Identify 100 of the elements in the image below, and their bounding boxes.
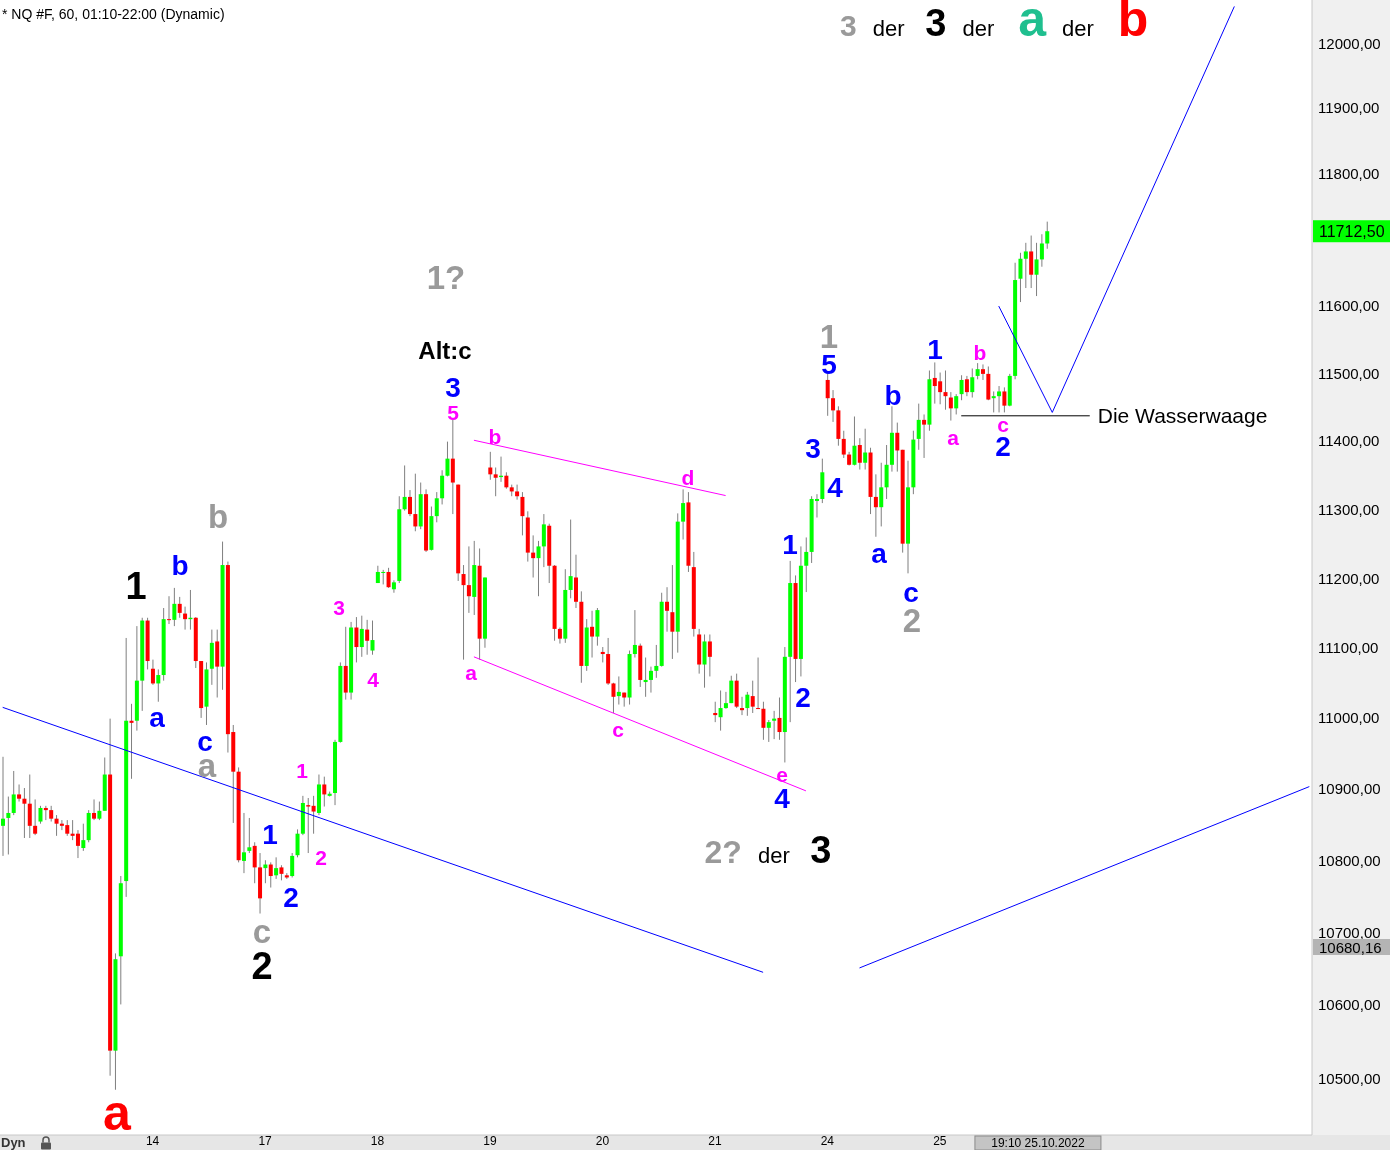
candlestick xyxy=(311,795,316,835)
candlestick xyxy=(515,484,520,501)
candlestick xyxy=(756,657,761,710)
annotation: 2 xyxy=(283,881,299,913)
candlestick xyxy=(970,367,975,399)
candlestick xyxy=(247,817,252,854)
candlestick xyxy=(713,701,718,723)
x-tick-label: 18 xyxy=(370,1133,385,1148)
candlestick xyxy=(948,391,953,422)
candlestick xyxy=(745,691,750,717)
candlestick xyxy=(740,696,744,716)
candlestick xyxy=(322,776,327,808)
candlestick xyxy=(777,697,782,741)
candlestick xyxy=(445,441,450,477)
annotation: 1 xyxy=(927,333,943,365)
candlestick xyxy=(750,680,755,714)
candlestick xyxy=(92,798,97,821)
candlestick xyxy=(648,666,653,694)
candlestick xyxy=(97,801,102,821)
candlestick xyxy=(33,798,38,836)
y-tick-label: 11300,00 xyxy=(1318,500,1380,518)
annotation: b xyxy=(207,497,229,535)
candlestick xyxy=(1,756,5,857)
candlestick xyxy=(440,469,445,505)
candlestick xyxy=(1029,235,1034,289)
candlestick xyxy=(407,489,412,517)
candlestick xyxy=(766,719,771,743)
candlestick xyxy=(359,615,364,658)
candlestick xyxy=(354,616,359,663)
annotation: b xyxy=(884,379,902,411)
candlestick xyxy=(386,567,391,589)
candlestick xyxy=(365,619,370,656)
candlestick xyxy=(702,633,707,689)
candlestick xyxy=(841,430,846,459)
candlestick xyxy=(450,419,455,515)
candlestick xyxy=(167,595,172,625)
candlestick xyxy=(991,390,996,413)
candlestick xyxy=(959,374,964,401)
candlestick xyxy=(1034,242,1039,297)
annotation: 2 xyxy=(795,681,811,713)
candlestick xyxy=(922,413,927,459)
candlestick xyxy=(306,797,311,854)
y-tick-label: 11800,00 xyxy=(1318,164,1380,182)
y-tick-label: 11900,00 xyxy=(1318,99,1380,117)
candlestick xyxy=(172,587,177,627)
annotation: 1? xyxy=(426,258,466,296)
candlestick xyxy=(54,814,59,837)
y-tick-label: 10500,00 xyxy=(1318,1069,1381,1087)
annotation: a xyxy=(149,701,166,733)
candlestick xyxy=(434,491,439,523)
annotation: 3 xyxy=(445,371,461,403)
candlestick xyxy=(884,444,889,500)
candlestick xyxy=(611,682,616,714)
text: 11712,50 xyxy=(1319,222,1385,240)
candlestick xyxy=(873,473,878,538)
annotation: d xyxy=(681,465,695,489)
annotation: a xyxy=(465,660,478,684)
candlestick xyxy=(895,422,900,473)
x-tick-label: 24 xyxy=(820,1133,835,1148)
annotation: 1 xyxy=(262,818,278,850)
candlestick xyxy=(1002,386,1007,413)
candlestick xyxy=(370,620,375,656)
candlestick xyxy=(81,823,86,852)
candlestick xyxy=(290,852,295,878)
candlestick xyxy=(413,473,418,532)
candlestick xyxy=(997,385,1002,413)
candlestick xyxy=(718,689,723,732)
y-tick-label: 11100,00 xyxy=(1318,639,1379,657)
annotation: 1 xyxy=(782,528,798,560)
x-tick-label: 19 xyxy=(483,1133,497,1148)
annotation: Alt:c xyxy=(418,336,472,364)
text: 10680,16 xyxy=(1319,938,1382,956)
x-tick-label: 25 xyxy=(933,1133,947,1148)
annotation: 1 xyxy=(296,758,309,782)
y-tick-label: 10600,00 xyxy=(1318,996,1381,1014)
candlestick xyxy=(391,579,396,594)
annotation: b xyxy=(171,549,189,581)
candlestick xyxy=(616,675,621,706)
candlestick xyxy=(825,372,830,417)
chart-title: * NQ #F, 60, 01:10-22:00 (Dynamic) xyxy=(2,6,225,22)
candlestick xyxy=(17,783,22,803)
y-tick-label: 11400,00 xyxy=(1318,432,1380,450)
y-tick-label: 10700,00 xyxy=(1318,923,1381,941)
y-tick-label: 11600,00 xyxy=(1318,297,1380,315)
annotation: 4 xyxy=(827,471,844,503)
candlestick xyxy=(520,491,525,536)
candlestick xyxy=(183,606,188,631)
annotation: 4 xyxy=(367,667,380,691)
candlestick xyxy=(568,519,573,599)
candlestick xyxy=(156,668,161,703)
candlestick xyxy=(6,796,11,855)
candlestick xyxy=(295,828,300,858)
candlestick xyxy=(643,657,648,698)
annotation: a xyxy=(103,1085,133,1141)
candlestick xyxy=(772,710,777,740)
candlestick xyxy=(590,610,595,659)
candlestick xyxy=(466,545,471,614)
candlestick xyxy=(461,564,466,661)
annotation: 3 xyxy=(805,432,821,464)
text: 19:10 25.10.2022 xyxy=(991,1136,1085,1150)
